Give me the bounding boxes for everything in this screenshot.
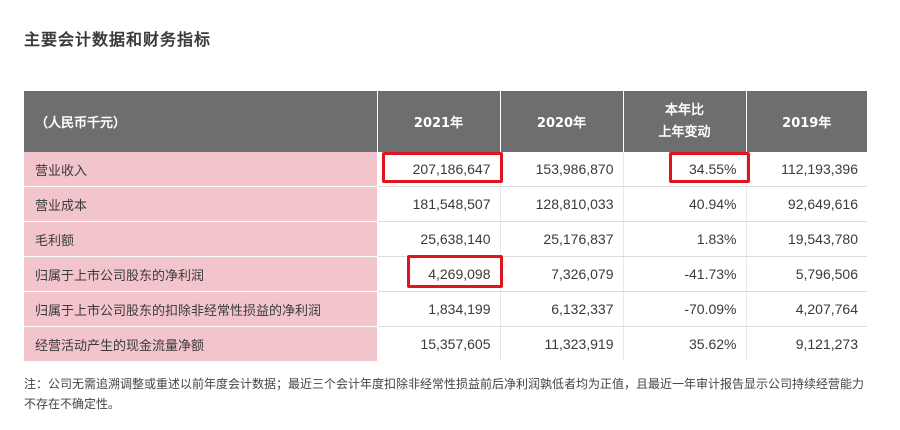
table-row: 毛利额 25,638,140 25,176,837 1.83% 19,543,7…	[24, 221, 867, 257]
table-row: 经营活动产生的现金流量净额 15,357,605 11,323,919 35.6…	[24, 326, 867, 361]
page-title: 主要会计数据和财务指标	[24, 30, 212, 49]
cell-2020: 11,323,919	[500, 326, 624, 361]
table-header-row: （人民币千元） 2021年 2020年 本年比 上年变动 2019年	[24, 91, 867, 152]
cell-2021: 207,186,647	[377, 152, 501, 187]
header-change-line1: 本年比	[664, 102, 704, 118]
cell-2019: 5,796,506	[746, 256, 867, 292]
cell-2021: 25,638,140	[377, 221, 501, 257]
row-label: 归属于上市公司股东的扣除非经常性损益的净利润	[24, 291, 378, 327]
cell-2021: 181,548,507	[377, 186, 501, 222]
cell-change: -41.73%	[623, 256, 747, 292]
row-label: 归属于上市公司股东的净利润	[24, 256, 378, 292]
cell-2020: 153,986,870	[500, 152, 624, 187]
cell-2019: 4,207,764	[746, 291, 867, 327]
footnote: 注：公司无需追溯调整或重述以前年度会计数据；最近三个会计年度扣除非经常性损益前后…	[24, 377, 865, 411]
table-row: 归属于上市公司股东的净利润 4,269,098 7,326,079 -41.73…	[24, 256, 867, 292]
cell-change: 1.83%	[623, 221, 747, 257]
header-2020: 2020年	[500, 91, 624, 152]
header-change: 本年比 上年变动	[623, 91, 747, 152]
financial-table: （人民币千元） 2021年 2020年 本年比 上年变动 2019年 营业收入 …	[24, 91, 867, 361]
header-2021: 2021年	[377, 91, 501, 152]
cell-change: 40.94%	[623, 186, 747, 222]
cell-2020: 6,132,337	[500, 291, 624, 327]
cell-2019: 92,649,616	[746, 186, 867, 222]
table-row: 营业收入 207,186,647 153,986,870 34.55% 112,…	[24, 152, 867, 187]
cell-2021: 4,269,098	[377, 256, 501, 292]
cell-change: 34.55%	[623, 152, 747, 187]
cell-change: -70.09%	[623, 291, 747, 327]
row-label: 营业收入	[24, 152, 378, 187]
cell-2020: 128,810,033	[500, 186, 624, 222]
row-label: 经营活动产生的现金流量净额	[24, 326, 378, 361]
header-change-line2: 上年变动	[658, 124, 711, 140]
header-2019: 2019年	[746, 91, 867, 152]
cell-2019: 112,193,396	[746, 152, 867, 187]
table-row: 营业成本 181,548,507 128,810,033 40.94% 92,6…	[24, 186, 867, 222]
row-label: 毛利额	[24, 221, 378, 257]
cell-2019: 9,121,273	[795, 336, 858, 352]
header-unit: （人民币千元）	[24, 91, 378, 152]
cell-2021: 15,357,605	[377, 326, 501, 361]
cell-2020: 7,326,079	[500, 256, 624, 292]
table-row: 归属于上市公司股东的扣除非经常性损益的净利润 1,834,199 6,132,3…	[24, 291, 867, 327]
row-label: 营业成本	[24, 186, 378, 222]
cell-change: 35.62%	[623, 326, 747, 361]
cell-2020: 25,176,837	[500, 221, 624, 257]
cell-2019: 19,543,780	[746, 221, 867, 257]
cell-2021: 1,834,199	[377, 291, 501, 327]
